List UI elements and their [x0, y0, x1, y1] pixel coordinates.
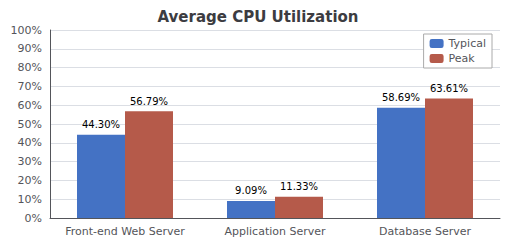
svg-text:50%: 50%	[18, 118, 42, 131]
svg-text:11.33%: 11.33%	[280, 181, 318, 192]
svg-text:90%: 90%	[18, 42, 42, 55]
svg-text:Peak: Peak	[449, 52, 476, 65]
svg-text:60%: 60%	[18, 99, 42, 112]
svg-text:80%: 80%	[18, 61, 42, 74]
svg-text:44.30%: 44.30%	[82, 119, 120, 130]
svg-text:0%: 0%	[25, 212, 42, 225]
svg-text:10%: 10%	[18, 193, 42, 206]
svg-text:20%: 20%	[18, 174, 42, 187]
svg-text:40%: 40%	[18, 136, 42, 149]
svg-text:100%: 100%	[11, 24, 42, 37]
svg-text:Typical: Typical	[448, 37, 486, 50]
svg-text:58.69%: 58.69%	[382, 92, 420, 103]
svg-text:70%: 70%	[18, 80, 42, 93]
svg-text:Database Server: Database Server	[379, 225, 472, 238]
svg-text:56.79%: 56.79%	[130, 96, 168, 107]
svg-text:63.61%: 63.61%	[430, 83, 468, 94]
svg-text:Average CPU Utilization: Average CPU Utilization	[157, 8, 358, 26]
svg-text:30%: 30%	[18, 155, 42, 168]
svg-text:9.09%: 9.09%	[235, 185, 267, 196]
svg-text:Front-end Web Server: Front-end Web Server	[65, 225, 185, 238]
svg-text:Application Server: Application Server	[224, 225, 326, 238]
